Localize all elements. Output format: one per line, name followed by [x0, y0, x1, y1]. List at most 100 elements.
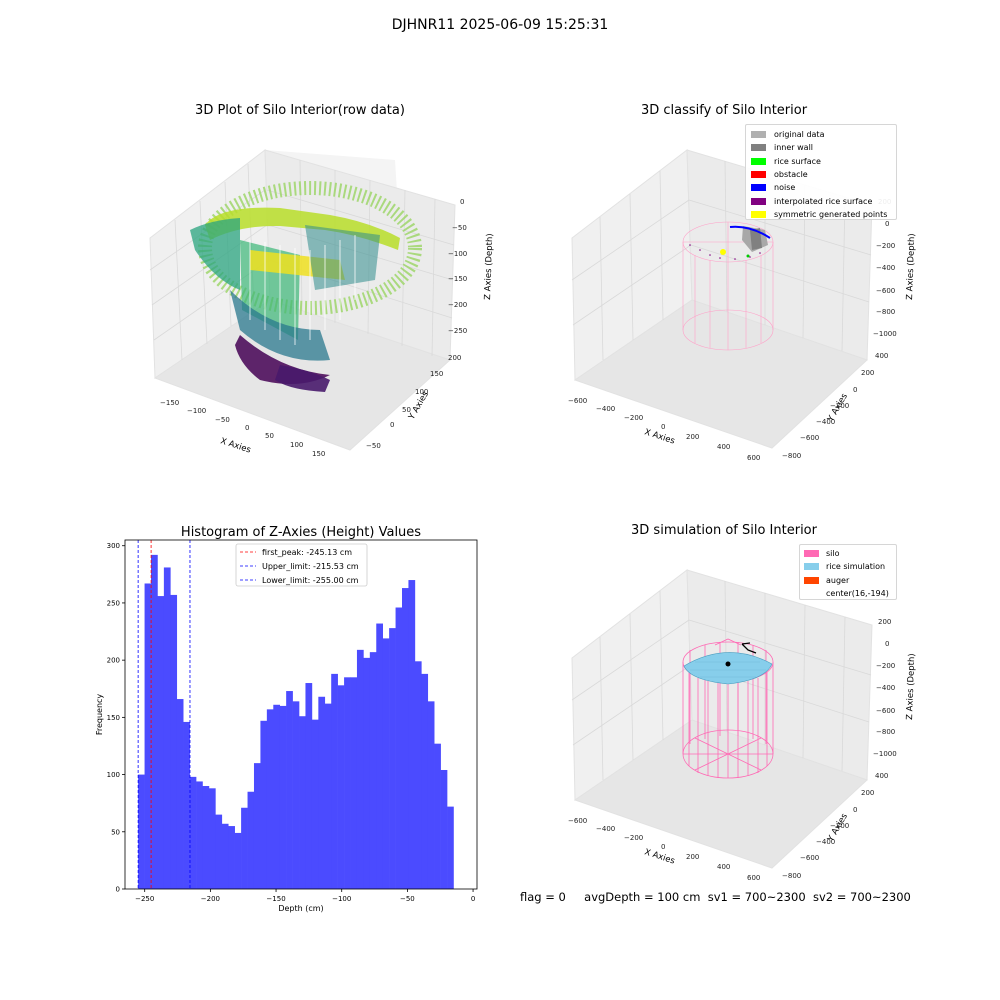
- raw-xtick: −50: [215, 416, 230, 424]
- classify-plot-title: 3D classify of Silo Interior: [640, 103, 808, 118]
- sim-ytick: 200: [861, 789, 874, 797]
- histogram-bar: [266, 709, 274, 889]
- sim-xtick: 0: [661, 843, 665, 851]
- classify-xtick: −200: [624, 414, 643, 422]
- histogram-bar: [138, 774, 145, 889]
- sim-ztick: −1000: [873, 750, 897, 758]
- classify-legend: original data inner wall rice surface ob…: [745, 124, 897, 220]
- classify-ztick: 0: [885, 220, 889, 228]
- legend-item: noise: [751, 181, 895, 194]
- legend-swatch: [751, 184, 766, 192]
- sim-xtick: 200: [686, 853, 699, 861]
- histogram-bar: [170, 594, 178, 889]
- histogram-bar: [350, 677, 358, 889]
- classify-ztick: −400: [876, 264, 895, 272]
- simulation-3d-plot[interactable]: −600 −400 −200 0 200 400 600 −800 −600 −…: [560, 550, 940, 890]
- sim-ztick: 0: [885, 640, 889, 648]
- legend-label: center(16,-194): [826, 589, 889, 599]
- histogram-bar: [299, 716, 306, 889]
- raw-xtick: 0: [245, 424, 249, 432]
- x-tick-label: −150: [266, 895, 285, 903]
- legend-item: rice simulation: [804, 560, 896, 573]
- raw-ztick: −250: [448, 327, 467, 335]
- histogram-bar: [434, 743, 441, 889]
- sim-ztick: −600: [876, 707, 895, 715]
- legend-swatch: [751, 171, 766, 179]
- histogram-bar: [144, 583, 152, 889]
- histogram-bar: [344, 677, 351, 889]
- y-tick-label: 50: [111, 828, 120, 836]
- histogram-title: Histogram of Z-Axies (Height) Values: [181, 525, 421, 540]
- histogram-bar: [414, 661, 422, 889]
- sim-zlabel: Z Axies (Depth): [905, 653, 917, 720]
- classify-ytick: 400: [875, 352, 888, 360]
- sim-xtick: −200: [624, 834, 643, 842]
- raw-plot-title: 3D Plot of Silo Interior(row data): [195, 103, 405, 118]
- legend-item: auger: [804, 574, 896, 587]
- raw-zlabel: Z Axies (Depth): [483, 233, 495, 300]
- histogram-bar: [305, 683, 313, 889]
- histogram-bar: [221, 823, 229, 889]
- classify-ytick: −200: [830, 402, 849, 410]
- figure-title: DJHNR11 2025-06-09 15:25:31: [391, 17, 609, 33]
- legend-item: interpolated rice surface: [751, 194, 895, 207]
- raw-ytick: 200: [448, 354, 461, 362]
- histogram-bar: [228, 826, 235, 889]
- y-tick-label: 250: [107, 599, 120, 607]
- histogram-bar: [253, 763, 261, 889]
- legend-item: original data: [751, 128, 895, 141]
- legend-label: Lower_limit: -255.00 cm: [262, 576, 359, 585]
- sim-xtick: 600: [747, 874, 760, 882]
- classify-xtick: 0: [661, 423, 665, 431]
- sim-xlabel: X Axies: [643, 847, 676, 866]
- classify-ztick: −600: [876, 287, 895, 295]
- raw-ytick: 0: [390, 421, 394, 429]
- histogram-chart[interactable]: Histogram of Z-Axies (Height) Values −250…: [80, 520, 500, 920]
- classify-xtick: 200: [686, 433, 699, 441]
- raw-ytick: −50: [366, 442, 381, 450]
- sim-ztick: 200: [878, 618, 891, 626]
- raw-ztick: −150: [448, 275, 467, 283]
- raw-xtick: 50: [265, 432, 274, 440]
- legend-label: first_peak: -245.13 cm: [262, 548, 352, 557]
- legend-item: inner wall: [751, 141, 895, 154]
- status-avg-depth: avgDepth = 100 cm: [584, 890, 701, 904]
- histogram-bar: [376, 623, 383, 889]
- raw-xtick: 100: [290, 441, 303, 449]
- y-tick-label: 200: [107, 657, 120, 665]
- simulation-plot-title: 3D simulation of Silo Interior: [631, 523, 817, 538]
- histogram-axes-frame: [124, 539, 478, 890]
- sim-ztick: −400: [876, 684, 895, 692]
- legend-label: Upper_limit: -215.53 cm: [262, 562, 359, 571]
- histogram-bar: [196, 781, 203, 889]
- histogram-bar: [234, 832, 242, 889]
- sim-ztick: −200: [876, 662, 895, 670]
- legend-label: rice simulation: [826, 562, 886, 572]
- legend-label: obstacle: [774, 170, 808, 180]
- sim-ytick: 0: [853, 806, 857, 814]
- histogram-bar: [427, 701, 435, 889]
- legend-label: original data: [774, 130, 825, 140]
- legend-swatch: [751, 144, 766, 152]
- histogram-bar: [337, 685, 345, 889]
- histogram-bar: [356, 649, 364, 889]
- legend-label: silo: [826, 549, 840, 559]
- histogram-bar: [292, 701, 300, 889]
- sim-xtick: −400: [596, 825, 615, 833]
- histogram-bar: [318, 696, 326, 889]
- legend-swatch: [751, 157, 766, 165]
- classify-ytick: −800: [782, 452, 801, 460]
- x-tick-label: −50: [400, 895, 415, 903]
- histogram-bar: [440, 769, 448, 889]
- x-tick-label: −250: [135, 895, 154, 903]
- legend-swatch: [804, 563, 819, 571]
- y-tick-label: 150: [107, 714, 120, 722]
- raw-xtick: −150: [160, 399, 179, 407]
- classify-xlabel: X Axies: [643, 427, 676, 446]
- histogram-bar: [324, 703, 332, 889]
- histogram-bar: [151, 554, 158, 889]
- classify-xtick: 600: [747, 454, 760, 462]
- histogram-bar: [176, 699, 184, 889]
- raw-3d-plot[interactable]: −150 −100 −50 0 50 100 150 −50 0 50 100 …: [130, 130, 500, 460]
- raw-ytick: 100: [415, 388, 428, 396]
